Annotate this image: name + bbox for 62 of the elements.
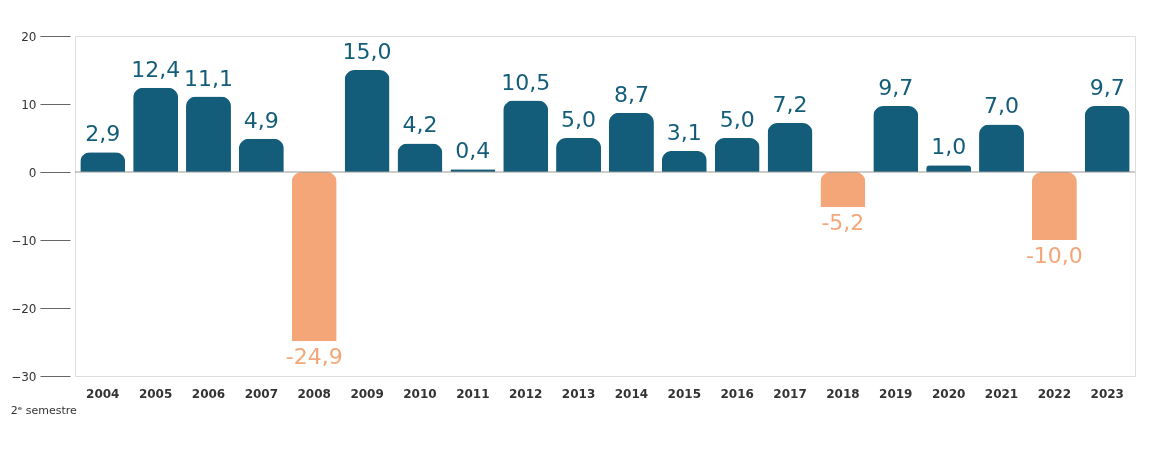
x-tick-label: 2011	[456, 386, 490, 401]
bar	[767, 123, 813, 172]
text: 2ᵉ semestre	[10, 404, 78, 417]
data-label: 9,7	[1089, 75, 1125, 101]
x-tick-label: 2012	[509, 386, 543, 401]
data-label: 0,4	[455, 138, 491, 164]
y-tick-label: 10	[21, 97, 37, 112]
data-label: 11,1	[184, 65, 233, 91]
x-tick-label: 2005	[138, 386, 173, 401]
x-tick-label: 2015	[667, 386, 701, 401]
x-tick-label: 2006	[191, 386, 226, 401]
data-label: 7,2	[772, 92, 808, 118]
bar	[714, 138, 760, 172]
x-tick-label: 2021	[984, 386, 1019, 401]
data-label: 5,0	[719, 107, 755, 132]
bar	[608, 112, 654, 172]
x-tick-label: 2017	[773, 386, 807, 401]
bar	[979, 124, 1024, 172]
x-tick-label: 2009	[350, 386, 384, 401]
data-label: 9,7	[878, 75, 914, 101]
bar	[1084, 106, 1130, 172]
y-tick-label: 0	[28, 165, 37, 180]
x-tick-label: 2022	[1037, 386, 1072, 401]
x-tick-label: 2010	[403, 386, 437, 401]
x-tick-label: 2008	[297, 386, 331, 401]
data-label: 12,4	[131, 56, 181, 82]
x-tick-label: 2004	[86, 386, 120, 401]
bar	[1031, 172, 1077, 240]
data-label: 1,0	[931, 134, 967, 160]
x-tick-label: 2020	[931, 386, 966, 401]
bar	[133, 87, 179, 172]
y-tick-label: −30	[11, 369, 37, 384]
data-label: 4,9	[243, 107, 279, 133]
x-tick-label: 2016	[720, 386, 754, 401]
data-label: 2,9	[85, 121, 121, 147]
x-tick-label: 2018	[826, 386, 860, 401]
x-tick-label: 2019	[879, 386, 913, 401]
data-label: 4,2	[402, 112, 438, 138]
data-label: 7,0	[984, 93, 1020, 119]
data-label: 5,0	[561, 107, 597, 132]
y-tick-label: −20	[11, 301, 37, 316]
data-label: 10,5	[501, 69, 551, 95]
bar	[344, 70, 390, 172]
x-tick-label: 2014	[614, 386, 649, 401]
y-tick-label: −10	[11, 233, 37, 248]
data-label: -5,2	[821, 210, 865, 236]
data-label: 3,1	[666, 119, 702, 145]
x-tick-label: 2023	[1090, 386, 1124, 401]
data-label: -24,9	[285, 344, 343, 370]
bar	[291, 172, 337, 342]
bar	[556, 138, 602, 172]
data-label: -10,0	[1025, 243, 1083, 268]
bar	[186, 96, 231, 172]
data-label: 8,7	[613, 81, 649, 107]
data-label: 15,0	[342, 39, 392, 64]
x-tick-label: 2007	[244, 386, 279, 401]
bar	[820, 172, 866, 208]
x-tick-label: 2013	[561, 386, 596, 401]
y-tick-label: 20	[21, 29, 37, 44]
bar	[238, 138, 284, 172]
bar	[873, 106, 919, 172]
bar	[503, 100, 549, 172]
